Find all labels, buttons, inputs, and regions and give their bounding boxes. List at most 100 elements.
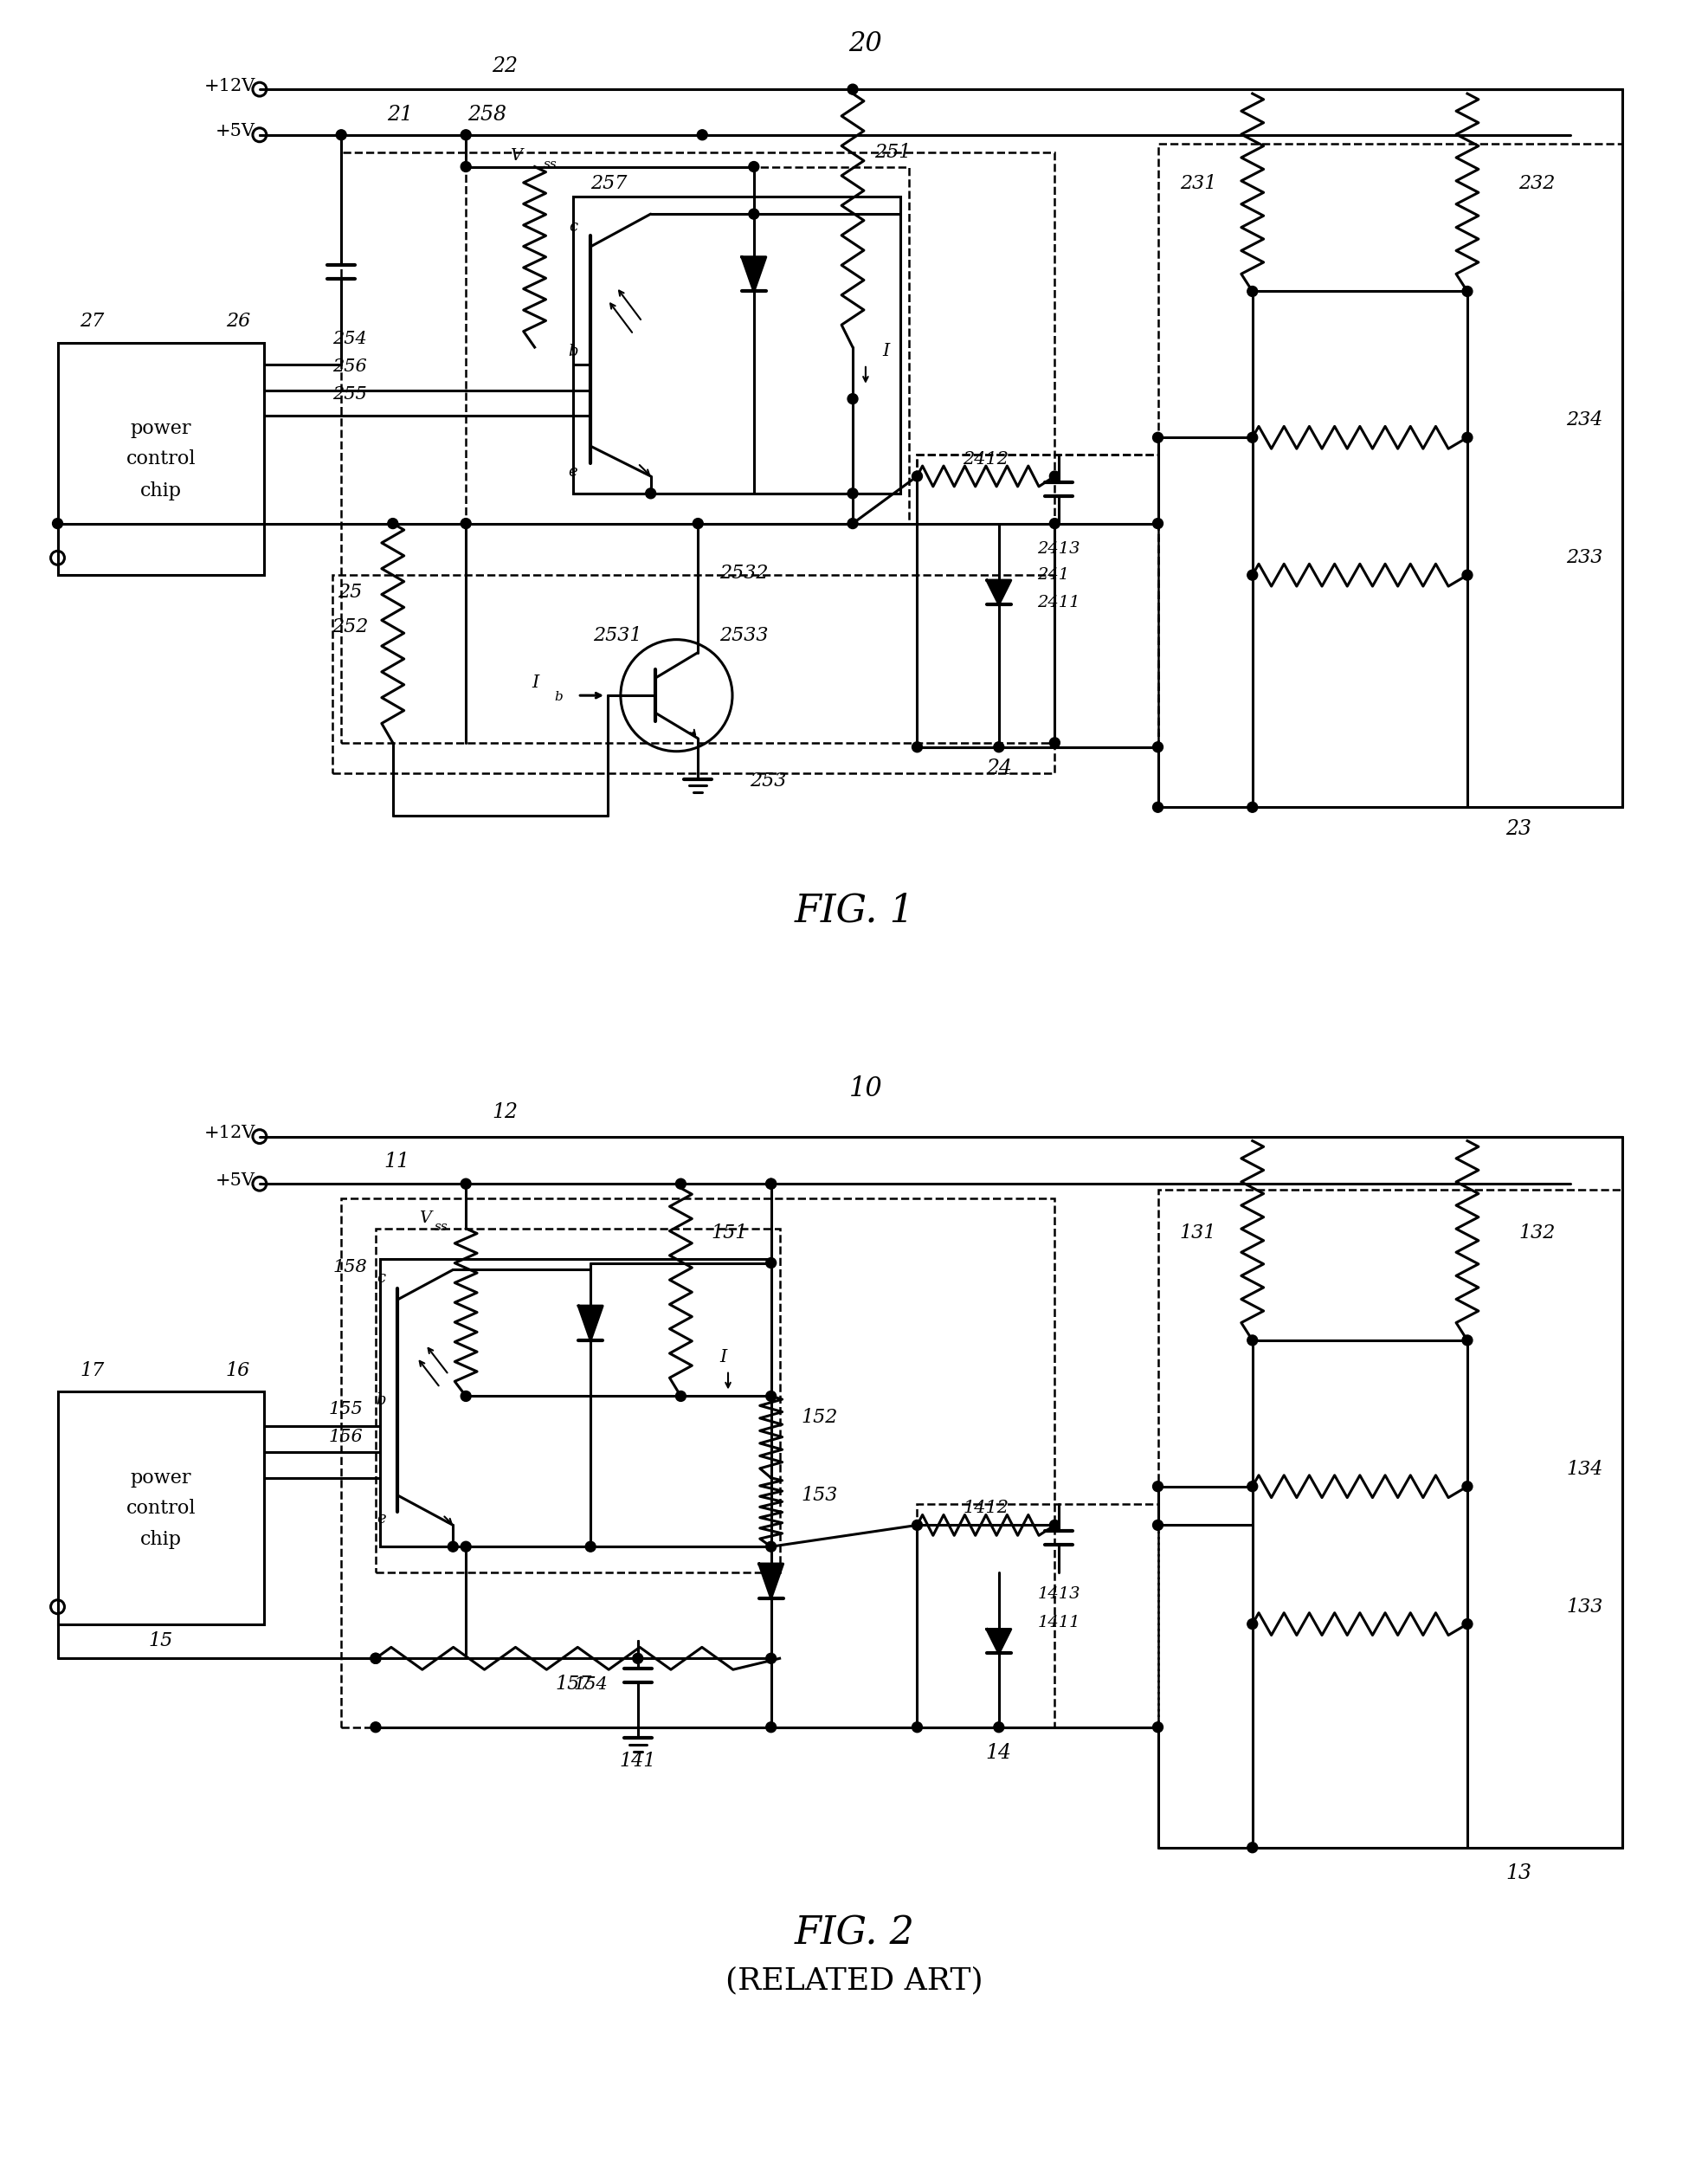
Text: 2412: 2412 — [963, 451, 1008, 466]
Circle shape — [1247, 1481, 1257, 1492]
Circle shape — [847, 518, 857, 529]
Text: 254: 254 — [333, 330, 367, 347]
Text: b: b — [553, 692, 562, 703]
Text: 2531: 2531 — [593, 625, 642, 644]
Bar — [376, 1228, 779, 1573]
Text: 252: 252 — [331, 618, 367, 636]
Bar — [466, 167, 909, 523]
Circle shape — [1462, 286, 1472, 297]
Circle shape — [765, 1653, 775, 1664]
Text: 131: 131 — [1179, 1223, 1216, 1243]
Text: 153: 153 — [801, 1486, 837, 1505]
Circle shape — [1247, 1336, 1257, 1345]
Circle shape — [765, 1178, 775, 1189]
Polygon shape — [579, 1306, 603, 1340]
Circle shape — [461, 1390, 471, 1401]
Text: 23: 23 — [1505, 818, 1530, 839]
Circle shape — [388, 518, 398, 529]
Bar — [1158, 1191, 1621, 1848]
Circle shape — [632, 1653, 642, 1664]
Text: 22: 22 — [492, 56, 518, 76]
Text: 2533: 2533 — [719, 625, 769, 644]
Bar — [58, 1392, 263, 1625]
Text: (RELATED ART): (RELATED ART) — [726, 1965, 982, 1995]
Text: FIG. 1: FIG. 1 — [794, 891, 914, 928]
Polygon shape — [741, 256, 765, 291]
Text: power: power — [130, 1468, 191, 1488]
Circle shape — [675, 1390, 685, 1401]
Text: 232: 232 — [1518, 174, 1554, 193]
Circle shape — [1462, 570, 1472, 581]
Text: e: e — [569, 464, 577, 479]
Text: 257: 257 — [591, 174, 627, 193]
Text: ss: ss — [434, 1221, 447, 1232]
Circle shape — [336, 130, 347, 141]
Circle shape — [1049, 1520, 1059, 1531]
Text: 21: 21 — [386, 104, 413, 126]
Text: V: V — [509, 147, 521, 163]
Circle shape — [371, 1722, 381, 1733]
Circle shape — [1462, 1618, 1472, 1629]
Bar — [58, 343, 263, 575]
Circle shape — [53, 518, 63, 529]
Polygon shape — [758, 1564, 782, 1599]
Circle shape — [692, 518, 702, 529]
Circle shape — [1153, 803, 1163, 813]
Text: +12V: +12V — [203, 1126, 254, 1141]
Text: 14: 14 — [986, 1744, 1011, 1763]
Text: 15: 15 — [149, 1631, 173, 1651]
Text: I: I — [719, 1349, 726, 1366]
Circle shape — [912, 742, 922, 753]
Text: 156: 156 — [328, 1429, 362, 1445]
Text: 12: 12 — [492, 1102, 518, 1121]
Circle shape — [1247, 286, 1257, 297]
Circle shape — [646, 488, 656, 499]
Text: 241: 241 — [1037, 568, 1069, 583]
Circle shape — [1247, 1618, 1257, 1629]
Text: 151: 151 — [711, 1223, 746, 1243]
Text: 2532: 2532 — [719, 564, 769, 583]
Circle shape — [1247, 570, 1257, 581]
Text: ss: ss — [543, 158, 557, 169]
Text: 25: 25 — [338, 583, 362, 601]
Text: 26: 26 — [225, 312, 249, 332]
Bar — [379, 1258, 770, 1546]
Text: 152: 152 — [801, 1408, 837, 1427]
Text: 251: 251 — [874, 143, 910, 163]
Text: 132: 132 — [1518, 1223, 1554, 1243]
Text: control: control — [126, 1499, 195, 1518]
Text: 10: 10 — [849, 1076, 881, 1102]
Bar — [574, 197, 900, 492]
Text: power: power — [130, 419, 191, 438]
Circle shape — [1462, 1481, 1472, 1492]
Text: 20: 20 — [849, 30, 881, 56]
Text: 253: 253 — [750, 772, 786, 792]
Circle shape — [847, 85, 857, 95]
Circle shape — [748, 208, 758, 219]
Circle shape — [765, 1178, 775, 1189]
Circle shape — [586, 1542, 596, 1551]
Text: 255: 255 — [333, 386, 367, 403]
Text: c: c — [377, 1271, 386, 1286]
Circle shape — [1462, 1336, 1472, 1345]
Circle shape — [461, 518, 471, 529]
Circle shape — [765, 1390, 775, 1401]
Text: 27: 27 — [80, 312, 104, 332]
Text: b: b — [376, 1392, 386, 1408]
Text: 258: 258 — [468, 104, 507, 126]
Circle shape — [992, 1722, 1004, 1733]
Circle shape — [912, 1520, 922, 1531]
Text: 158: 158 — [333, 1258, 367, 1275]
Text: 24: 24 — [986, 759, 1011, 779]
Polygon shape — [986, 1629, 1011, 1653]
Text: 157: 157 — [555, 1674, 591, 1694]
Circle shape — [1247, 1841, 1257, 1852]
Circle shape — [697, 130, 707, 141]
Text: I: I — [531, 675, 538, 690]
Circle shape — [371, 1653, 381, 1664]
Bar — [917, 455, 1158, 746]
Circle shape — [1153, 432, 1163, 442]
Text: 155: 155 — [328, 1401, 362, 1416]
Circle shape — [1247, 803, 1257, 813]
Bar — [333, 575, 1054, 772]
